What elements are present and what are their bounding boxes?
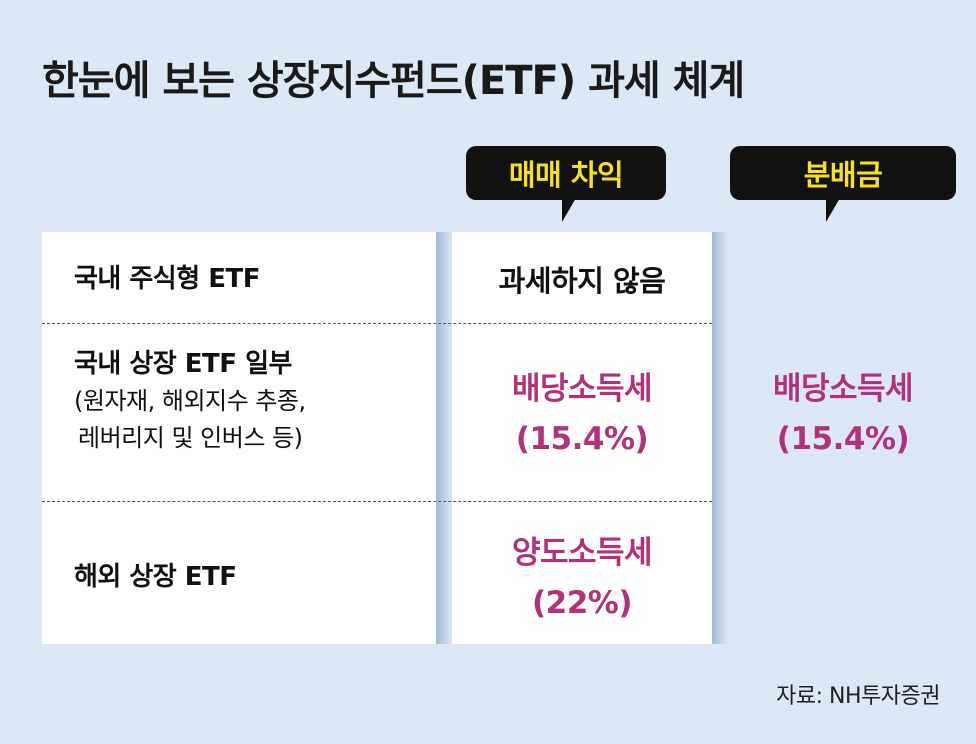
- speech-bubble-tail: [826, 198, 840, 222]
- column-header-distribution-label: 분배금: [803, 158, 883, 192]
- column-header-distribution: 분배금: [730, 146, 956, 222]
- column-header-trading-gain: 매매 차익: [466, 146, 666, 222]
- tax-type: 배당소득세: [511, 371, 653, 407]
- page-title: 한눈에 보는 상장지수펀드(ETF) 과세 체계: [42, 58, 745, 104]
- tax-rate: (15.4%): [515, 421, 649, 457]
- cell-trading-gain-domestic-equity: 과세하지 않음: [498, 264, 666, 298]
- row-label-domestic-equity-etf: 국내 주식형 ETF: [74, 264, 260, 294]
- row-divider: [42, 501, 712, 502]
- source-credit: 자료: NH투자증권: [776, 684, 940, 709]
- tax-rate: (22%): [531, 585, 633, 621]
- cell-distribution: 배당소득세 (15.4%): [728, 364, 958, 464]
- tax-rate: (15.4%): [776, 421, 910, 457]
- cell-trading-gain-overseas: 양도소득세 (22%): [452, 528, 712, 628]
- column-divider-shadow: [712, 232, 728, 644]
- column-header-trading-gain-label: 매매 차익: [508, 158, 624, 192]
- column-divider-shadow: [436, 232, 452, 644]
- tax-type: 배당소득세: [772, 371, 914, 407]
- row-label-main: 국내 상장 ETF 일부: [74, 349, 292, 379]
- row-label-domestic-listed-etf-partial: 국내 상장 ETF 일부 (원자재, 해외지수 추종, 레버리지 및 인버스 등…: [74, 346, 306, 457]
- row-label-overseas-listed-etf: 해외 상장 ETF: [74, 562, 237, 592]
- row-divider: [42, 323, 712, 324]
- cell-trading-gain-domestic-partial: 배당소득세 (15.4%): [452, 364, 712, 464]
- row-label-panel: [42, 232, 712, 644]
- tax-type: 양도소득세: [511, 535, 653, 571]
- row-label-sub: (원자재, 해외지수 추종,: [74, 387, 306, 415]
- row-label-sub: 레버리지 및 인버스 등): [78, 424, 303, 452]
- speech-bubble-tail: [562, 198, 576, 222]
